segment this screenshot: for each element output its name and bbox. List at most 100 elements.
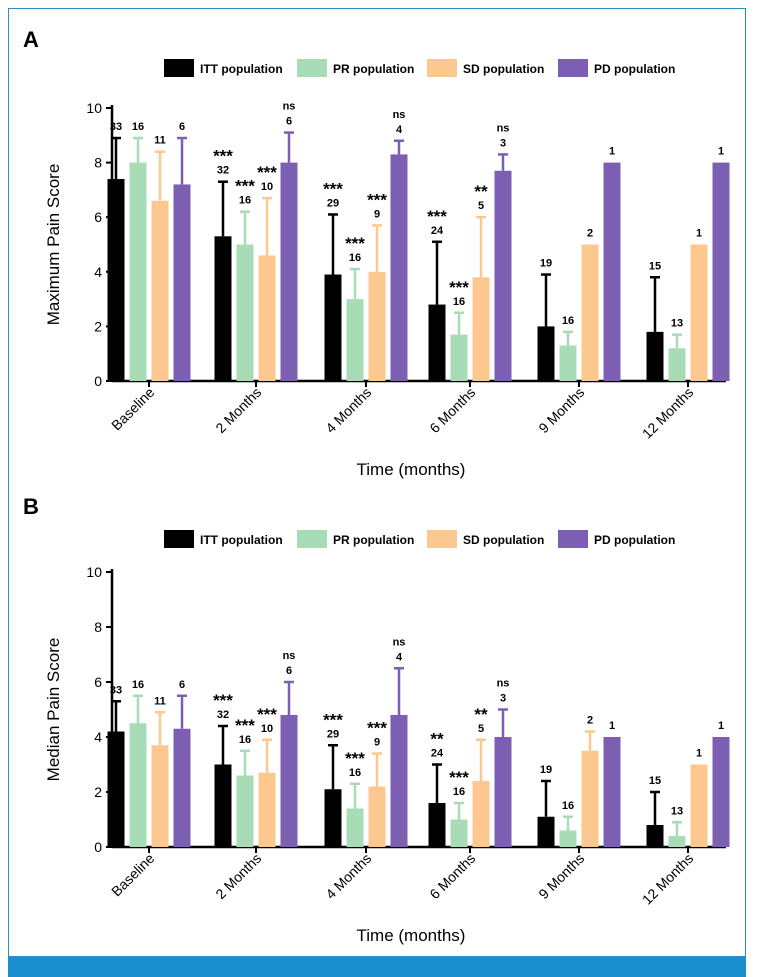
y-tick-label: 0 [94, 839, 102, 855]
x-tick-label: Baseline [108, 850, 157, 899]
n-label: 16 [132, 679, 144, 691]
x-tick-label: 6 Months [426, 850, 478, 902]
n-label: 1 [696, 228, 702, 240]
x-tick-label: 4 Months [322, 850, 374, 902]
y-tick-label: 6 [94, 209, 102, 225]
bar-pr [668, 348, 686, 381]
n-label: 32 [217, 165, 229, 177]
x-tick-label: 2 Months [212, 384, 264, 436]
bar-itt [428, 803, 446, 847]
significance-label: *** [449, 768, 469, 787]
bottom-bar [8, 957, 746, 977]
significance-label: *** [367, 190, 387, 209]
n-label: 15 [649, 775, 661, 787]
legend-swatch-itt [164, 59, 194, 77]
n-label: 5 [478, 723, 484, 735]
bar-itt [537, 326, 555, 381]
n-label: 16 [239, 195, 251, 207]
significance-label: *** [323, 710, 343, 729]
y-axis-title: Maximum Pain Score [44, 164, 63, 326]
n-label: 6 [286, 665, 292, 677]
n-label: 4 [396, 651, 403, 663]
bar-pd [494, 737, 512, 847]
bar-pd [494, 170, 512, 381]
significance-label: *** [427, 207, 447, 226]
bar-pr [559, 830, 577, 847]
x-tick-label: 4 Months [322, 384, 374, 436]
bar-sd [151, 745, 169, 847]
significance-label: ns [497, 678, 510, 690]
n-label: 29 [327, 197, 339, 209]
n-label: 1 [609, 146, 615, 158]
n-label: 19 [540, 764, 552, 776]
legend-label-itt: ITT population [200, 533, 283, 547]
significance-label: ns [497, 122, 510, 134]
legend-label-itt: ITT population [200, 62, 283, 76]
n-label: 1 [718, 146, 724, 158]
x-axis: Baseline 2 Months 4 Months 6 Months 9 Months… [108, 845, 726, 945]
significance-label: ns [283, 650, 296, 662]
legend-swatch-sd [427, 530, 457, 548]
significance-label: ns [283, 101, 296, 113]
bar-sd [690, 244, 708, 381]
n-label: 2 [587, 228, 593, 240]
panel-letter: A [23, 27, 39, 52]
x-tick-label: 9 Months [535, 850, 587, 902]
n-label: 10 [261, 723, 273, 735]
significance-label: *** [235, 177, 255, 196]
bar-itt [646, 331, 664, 381]
figure-canvas: A ITT population PR population SD populatio… [23, 27, 730, 945]
chart-panel-b: B ITT population PR population SD populatio… [23, 494, 730, 945]
legend-swatch-pd [558, 530, 588, 548]
n-label: 11 [154, 695, 166, 707]
x-axis-title: Time (months) [357, 460, 466, 479]
n-label: 15 [649, 260, 661, 272]
legend-swatch-pr [297, 530, 327, 548]
bar-sd [258, 255, 276, 381]
significance-label: *** [213, 691, 233, 710]
n-label: 6 [286, 116, 292, 128]
n-label: 9 [374, 737, 380, 749]
significance-label: *** [345, 749, 365, 768]
n-label: 33 [110, 684, 122, 696]
n-label: 4 [396, 124, 403, 136]
significance-label: *** [257, 705, 277, 724]
legend-label-pd: PD population [594, 62, 675, 76]
bar-itt [107, 178, 125, 381]
bar-sd [581, 750, 599, 847]
n-label: 16 [453, 786, 465, 798]
n-label: 29 [327, 728, 339, 740]
y-axis: 0 2 4 6 8 10 Maximum Pain Score [44, 100, 114, 389]
legend-label-pd: PD population [594, 533, 675, 547]
bar-itt [324, 274, 342, 381]
significance-label: *** [367, 719, 387, 738]
bar-pd [603, 162, 621, 381]
bar-itt [324, 789, 342, 847]
significance-label: *** [345, 234, 365, 253]
bar-pd [280, 162, 298, 381]
x-tick-label: Baseline [108, 384, 157, 433]
n-label: 3 [500, 693, 506, 705]
figure-frame: A ITT population PR population SD populatio… [8, 8, 746, 957]
n-label: 13 [671, 318, 683, 330]
n-label: 1 [696, 748, 702, 760]
bar-pr [236, 775, 254, 847]
n-label: 19 [540, 258, 552, 270]
bar-pd [173, 184, 191, 381]
bar-sd [258, 772, 276, 847]
bar-pd [712, 162, 730, 381]
bar-pd [280, 715, 298, 847]
bar-pr [450, 819, 468, 847]
bar-pr [236, 244, 254, 381]
x-axis-title: Time (months) [357, 926, 466, 945]
bar-sd [151, 200, 169, 381]
y-tick-label: 4 [94, 264, 102, 280]
bar-pr [346, 808, 364, 847]
significance-label: *** [235, 716, 255, 735]
bar-itt [537, 816, 555, 847]
significance-label: ** [474, 182, 488, 201]
n-label: 2 [587, 715, 593, 727]
bar-itt [646, 825, 664, 847]
bar-sd [690, 764, 708, 847]
y-tick-label: 8 [94, 155, 102, 171]
